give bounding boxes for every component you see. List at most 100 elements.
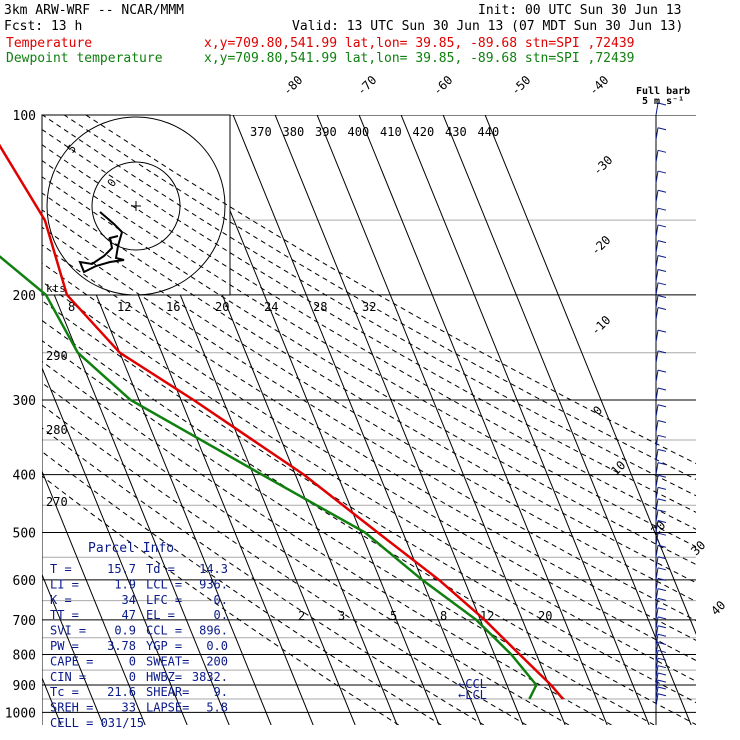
temp-location: x,y=709.80,541.99 lat,lon= 39.85, -89.68… bbox=[204, 36, 634, 51]
mixing-ratio-label: 24 bbox=[264, 300, 278, 314]
wind-barb bbox=[655, 679, 667, 693]
wind-barb bbox=[655, 149, 667, 163]
parcel-value: 3.78 bbox=[107, 639, 136, 653]
wind-barb bbox=[655, 282, 667, 295]
parcel-value: 0 bbox=[129, 654, 136, 668]
parcel-value: 936. bbox=[199, 577, 228, 591]
wind-barb bbox=[655, 269, 667, 282]
wind-barb bbox=[655, 649, 667, 663]
parcel-label: YGP = bbox=[146, 639, 182, 653]
wind-barb bbox=[655, 294, 667, 308]
parcel-label: LI = bbox=[50, 577, 79, 591]
parcel-value: 34 bbox=[122, 593, 136, 607]
theta-label: 290 bbox=[46, 349, 68, 363]
parcel-value: 33 bbox=[122, 701, 136, 715]
parcel-value: 21.6 bbox=[107, 685, 136, 699]
wind-barb bbox=[655, 520, 667, 533]
dry-adiabat bbox=[42, 115, 696, 497]
profile-temperature bbox=[0, 143, 564, 700]
forecast-hour: Fcst: 13 h bbox=[4, 19, 82, 34]
hodo-trace bbox=[78, 211, 125, 274]
dry-adiabat bbox=[42, 244, 696, 641]
wind-barb bbox=[655, 665, 667, 678]
wind-barb bbox=[655, 625, 667, 638]
parcel-label: LFC = bbox=[146, 593, 182, 607]
pressure-label: 400 bbox=[13, 469, 36, 484]
wind-barb bbox=[655, 616, 667, 629]
parcel-value: 3832. bbox=[192, 670, 228, 684]
hodo-kts: kts bbox=[46, 282, 66, 295]
parcel-label: EL = bbox=[146, 608, 175, 622]
hodo-ring-outer bbox=[46, 116, 226, 296]
parcel-label: TT = bbox=[50, 608, 79, 622]
isotherm bbox=[42, 263, 230, 725]
dry-adiabat bbox=[42, 382, 570, 725]
temperature-label: 30 bbox=[688, 538, 708, 558]
parcel-label: SHEAR= bbox=[146, 685, 189, 699]
wind-barb bbox=[655, 255, 667, 268]
wind-barb bbox=[655, 693, 667, 706]
dry-adiabat bbox=[42, 360, 612, 725]
theta-e-label: 380 bbox=[283, 125, 305, 139]
parcel-info-panel: Parcel Info T = 15.7 Td = 14.3 LI = 1.9 LCL = 9… bbox=[50, 541, 228, 730]
parcel-label: HWBZ= bbox=[146, 670, 182, 684]
mixing-ratio-label: 16 bbox=[166, 300, 180, 314]
mixing-ratio-label: 20 bbox=[215, 300, 229, 314]
dry-adiabat bbox=[42, 192, 696, 584]
wind-barb bbox=[655, 102, 667, 116]
parcel-info-title: Parcel Info bbox=[88, 541, 174, 556]
isotherm bbox=[274, 115, 524, 725]
pressure-label: 800 bbox=[13, 648, 36, 663]
isotherm bbox=[358, 115, 608, 725]
mixing-ratio-lower-label: 8 bbox=[440, 609, 447, 623]
wind-barb bbox=[655, 329, 667, 343]
temperature-label: -70 bbox=[354, 73, 379, 98]
wind-barb bbox=[655, 577, 667, 591]
pressure-label: 700 bbox=[13, 614, 36, 629]
parcel-label: K = bbox=[50, 593, 72, 607]
theta-e-label: 420 bbox=[413, 125, 435, 139]
mixing-ratio-label: 32 bbox=[362, 300, 376, 314]
wind-barb bbox=[655, 657, 667, 671]
barb-legend-units: 5 m s⁻¹ bbox=[642, 96, 684, 107]
wind-barb bbox=[655, 686, 667, 700]
parcel-label: CAPE = bbox=[50, 654, 93, 668]
legend-temperature: Temperature bbox=[6, 36, 92, 51]
barb-legend: Full barb bbox=[636, 86, 690, 97]
wind-barb bbox=[655, 498, 667, 511]
wind-barb bbox=[655, 419, 667, 433]
dry-adiabat bbox=[42, 262, 696, 662]
temperature-label: -30 bbox=[590, 153, 615, 178]
parcel-value: 15.7 bbox=[107, 562, 136, 576]
wind-barb bbox=[655, 556, 667, 569]
hodograph: 5 0 kts bbox=[41, 114, 231, 296]
wind-barb bbox=[655, 448, 667, 462]
parcel-label: T = bbox=[50, 562, 72, 576]
parcel-label: SWEAT= bbox=[146, 654, 189, 668]
wind-barb bbox=[655, 597, 667, 611]
pressure-label: 300 bbox=[13, 394, 36, 409]
pressure-label: 200 bbox=[13, 289, 36, 304]
wind-barb bbox=[655, 224, 667, 238]
wind-barb bbox=[655, 474, 667, 488]
legend-dewpoint: Dewpoint temperature bbox=[6, 51, 163, 66]
wind-barb bbox=[655, 509, 667, 523]
profiles: ←CCL←LCL bbox=[0, 143, 564, 702]
pressure-label: 600 bbox=[13, 574, 36, 589]
wind-barb bbox=[655, 633, 667, 647]
parcel-value: 0.9 bbox=[114, 624, 136, 638]
wind-barb bbox=[655, 170, 667, 184]
theta-e-label: 390 bbox=[315, 125, 337, 139]
dry-adiabats bbox=[42, 115, 696, 725]
temperature-label: -40 bbox=[586, 73, 611, 98]
wind-barb bbox=[655, 369, 667, 383]
temperature-label: -80 bbox=[280, 73, 305, 98]
wind-barb bbox=[655, 486, 667, 500]
isotherm bbox=[316, 115, 566, 725]
parcel-label: Tc = bbox=[50, 685, 79, 699]
parcel-label: LCL = bbox=[146, 577, 182, 591]
dry-adiabat bbox=[42, 159, 696, 548]
dry-adiabat bbox=[42, 427, 485, 725]
